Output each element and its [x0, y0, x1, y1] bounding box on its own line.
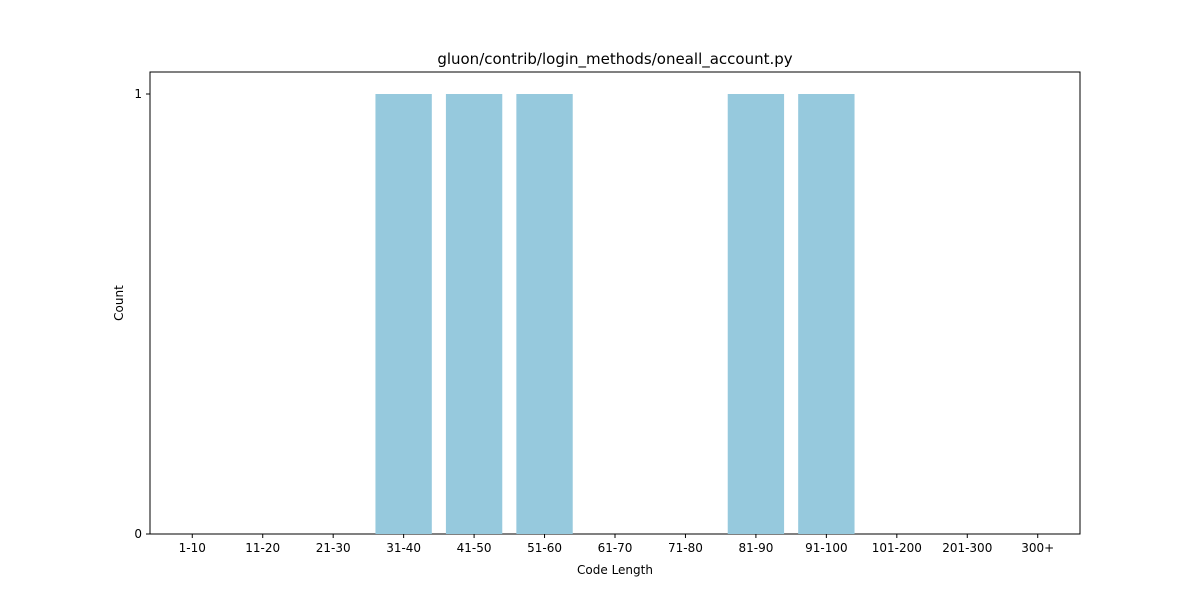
x-tick-label: 1-10: [179, 541, 206, 555]
x-tick-label: 31-40: [386, 541, 421, 555]
x-tick-label: 51-60: [527, 541, 562, 555]
y-tick-label: 1: [134, 87, 142, 101]
x-tick-label: 21-30: [316, 541, 351, 555]
x-tick-label: 61-70: [598, 541, 633, 555]
x-axis-label: Code Length: [577, 563, 653, 577]
y-axis-ticks: 01: [134, 87, 150, 541]
bars-group: [375, 94, 854, 534]
x-tick-label: 300+: [1021, 541, 1054, 555]
bar-81-90: [728, 94, 784, 534]
x-tick-label: 101-200: [872, 541, 922, 555]
x-tick-label: 91-100: [805, 541, 848, 555]
x-tick-label: 11-20: [245, 541, 280, 555]
bar-91-100: [798, 94, 854, 534]
plot-area-frame: [150, 72, 1080, 534]
bar-31-40: [375, 94, 431, 534]
x-tick-label: 71-80: [668, 541, 703, 555]
y-tick-label: 0: [134, 527, 142, 541]
chart-title: gluon/contrib/login_methods/oneall_accou…: [437, 50, 792, 69]
x-tick-label: 41-50: [457, 541, 492, 555]
bar-41-50: [446, 94, 502, 534]
x-tick-label: 201-300: [942, 541, 992, 555]
bar-51-60: [516, 94, 572, 534]
x-tick-label: 81-90: [738, 541, 773, 555]
y-axis-label: Count: [112, 285, 126, 321]
x-axis-ticks: 1-10 11-20 21-30 31-40 41-50 51-60 61-70 71-80 8…: [179, 534, 1055, 555]
